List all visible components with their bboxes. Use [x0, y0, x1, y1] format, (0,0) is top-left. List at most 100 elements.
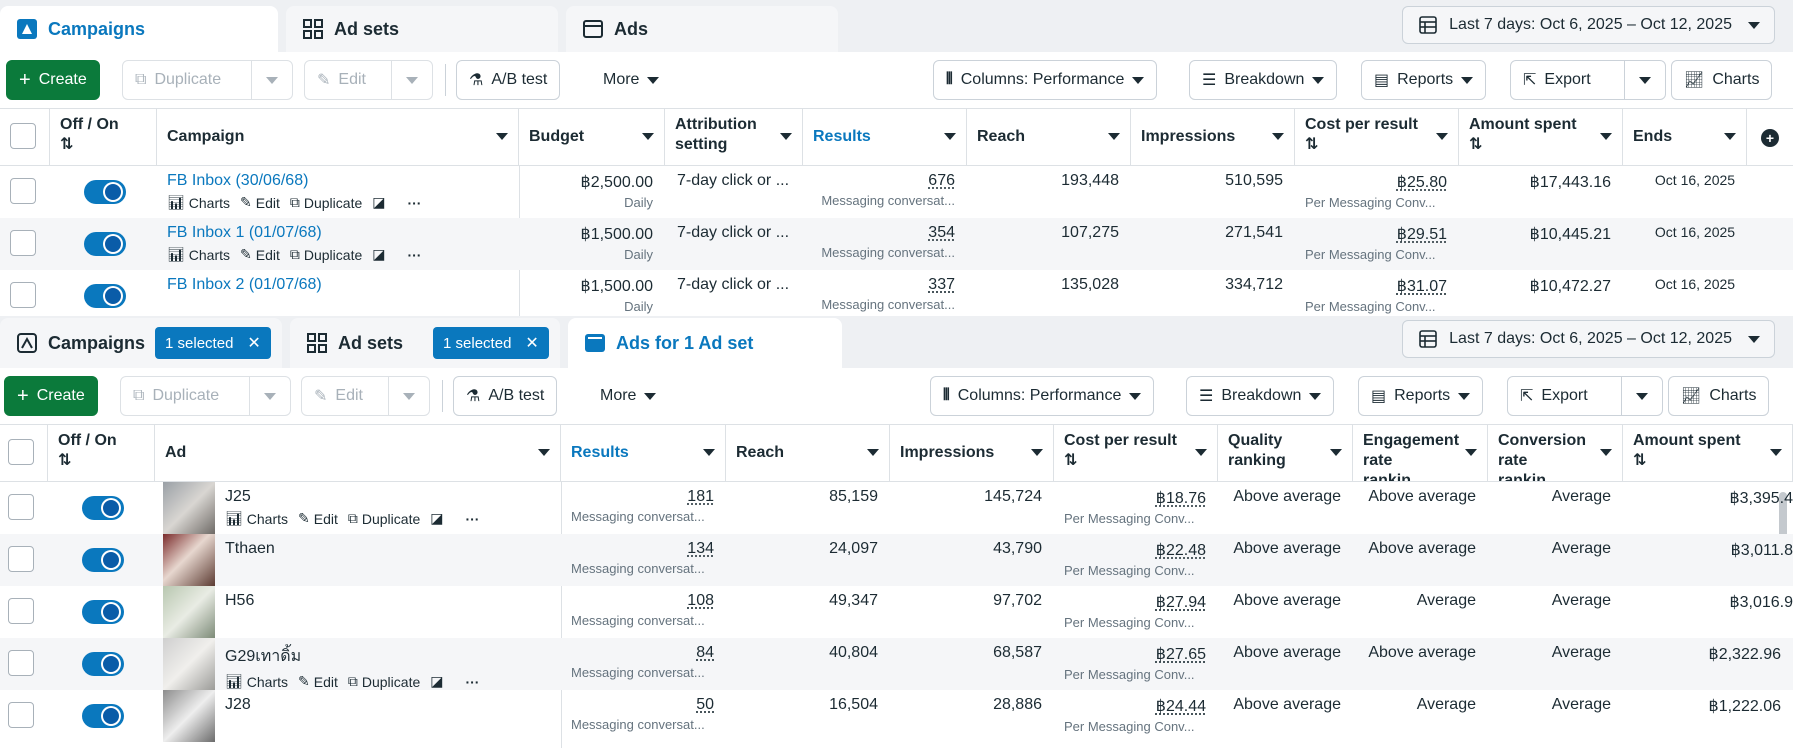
columns-button[interactable]: ⫴ Columns: Performance [933, 60, 1158, 100]
col-quality-ranking[interactable]: Quality ranking [1218, 425, 1353, 481]
row-checkbox[interactable] [8, 494, 34, 520]
chevron-down-icon[interactable] [1465, 449, 1477, 456]
chevron-down-icon[interactable] [867, 449, 879, 456]
row-checkbox[interactable] [8, 546, 34, 572]
export-dropdown[interactable] [1621, 376, 1663, 416]
campaign-name-link[interactable]: FB Inbox 1 (01/07/68) [167, 224, 322, 241]
results-value[interactable]: 50 [696, 696, 714, 713]
on-off-toggle[interactable] [82, 548, 124, 572]
col-amount-spent[interactable]: Amount spent ⇅ [1459, 109, 1623, 165]
duplicate-button[interactable]: ⧉ Duplicate [122, 60, 252, 100]
ad-thumbnail[interactable] [163, 534, 215, 586]
on-off-toggle[interactable] [82, 496, 124, 520]
pin-icon[interactable]: ◪ [430, 510, 444, 526]
chevron-down-icon[interactable] [1031, 449, 1043, 456]
tab-campaigns[interactable]: Campaigns [0, 6, 278, 52]
reports-button[interactable]: ▤ Reports [1358, 376, 1484, 416]
table-row[interactable]: J25 📊︎ Charts ✎ Edit ⧉ Duplicate ◪ ··· 181 M… [0, 482, 1793, 534]
cost-per-result-value[interactable]: ฿27.65 [1155, 646, 1206, 663]
col-budget[interactable]: Budget [519, 109, 665, 165]
ad-name[interactable]: H56 [225, 592, 255, 609]
cost-per-result-value[interactable]: ฿22.48 [1155, 542, 1206, 559]
ad-name[interactable]: J28 [225, 696, 251, 713]
row-edit-link[interactable]: ✎ Edit [240, 246, 280, 263]
edit-button[interactable]: ✎ Edit [304, 60, 392, 100]
tab-adsets[interactable]: Ad sets [286, 6, 558, 52]
row-checkbox[interactable] [10, 282, 36, 308]
edit-button[interactable]: ✎ Edit [301, 376, 389, 416]
ad-thumbnail[interactable] [163, 482, 215, 534]
cost-per-result-value[interactable]: ฿25.80 [1396, 174, 1447, 191]
charts-button[interactable]: 📈︎ Charts [1671, 60, 1773, 100]
col-reach[interactable]: Reach [726, 425, 890, 481]
row-edit-link[interactable]: ✎ Edit [240, 194, 280, 211]
edit-dropdown[interactable] [391, 60, 433, 100]
chevron-down-icon[interactable] [1600, 449, 1612, 456]
export-button[interactable]: ⇱ Export [1510, 60, 1625, 100]
chevron-down-icon[interactable] [1195, 449, 1207, 456]
col-attribution[interactable]: Attribution setting [665, 109, 803, 165]
cost-per-result-value[interactable]: ฿29.51 [1396, 226, 1447, 243]
on-off-toggle[interactable] [82, 704, 124, 728]
campaign-name-link[interactable]: FB Inbox (30/06/68) [167, 172, 309, 189]
create-button[interactable]: + Create [6, 60, 100, 100]
ad-thumbnail[interactable] [163, 638, 215, 690]
row-checkbox[interactable] [8, 598, 34, 624]
chevron-down-icon[interactable] [1108, 133, 1120, 140]
results-value[interactable]: 134 [687, 540, 714, 557]
table-row[interactable]: G29เทาดิ้ม 📊︎ Charts ✎ Edit ⧉ Duplicate ◪ ·… [0, 638, 1793, 690]
more-options-icon[interactable]: ··· [407, 194, 422, 211]
table-row[interactable]: FB Inbox (30/06/68) 📊︎ Charts ✎ Edit ⧉ Dupl… [0, 166, 1793, 218]
chevron-down-icon[interactable] [1436, 133, 1448, 140]
table-row[interactable]: FB Inbox 1 (01/07/68) 📊︎ Charts ✎ Edit ⧉ Du… [0, 218, 1793, 270]
row-checkbox[interactable] [10, 230, 36, 256]
col-results[interactable]: Results [803, 109, 967, 165]
export-button[interactable]: ⇱ Export [1507, 376, 1622, 416]
chevron-down-icon[interactable] [1330, 449, 1342, 456]
pin-icon[interactable]: ◪ [430, 673, 444, 689]
chevron-down-icon[interactable] [496, 133, 508, 140]
col-impressions[interactable]: Impressions [890, 425, 1054, 481]
duplicate-dropdown[interactable] [249, 376, 291, 416]
ab-test-button[interactable]: ⚗ A/B test [456, 60, 561, 100]
more-options-icon[interactable]: ··· [465, 673, 480, 690]
on-off-toggle[interactable] [84, 180, 126, 204]
row-charts-link[interactable]: 📊︎ Charts [225, 673, 288, 690]
row-edit-link[interactable]: ✎ Edit [298, 673, 338, 690]
col-offon[interactable]: Off / On ⇅ [48, 425, 155, 481]
date-range-picker[interactable]: Last 7 days: Oct 6, 2025 – Oct 12, 2025 [1402, 320, 1775, 358]
select-all-checkbox[interactable] [8, 439, 34, 465]
row-duplicate-link[interactable]: ⧉ Duplicate [290, 246, 362, 263]
col-cost-per-result[interactable]: Cost per result ⇅ [1054, 425, 1218, 481]
row-duplicate-link[interactable]: ⧉ Duplicate [290, 194, 362, 211]
col-engagement-ranking[interactable]: Engagement rate rankin... [1353, 425, 1488, 481]
cost-per-result-value[interactable]: ฿18.76 [1155, 490, 1206, 507]
reports-button[interactable]: ▤ Reports [1361, 60, 1487, 100]
export-dropdown[interactable] [1624, 60, 1666, 100]
table-row[interactable]: FB Inbox 2 (01/07/68) ฿1,500.00 Daily 7-d… [0, 270, 1793, 316]
table-row[interactable]: Tthaen 134 Messaging conversat... 24,097 … [0, 534, 1793, 586]
horizontal-scrollbar[interactable] [1779, 492, 1787, 566]
chevron-down-icon[interactable] [1724, 133, 1736, 140]
on-off-toggle[interactable] [82, 600, 124, 624]
col-ad[interactable]: Ad [155, 425, 561, 481]
on-off-toggle[interactable] [84, 284, 126, 308]
row-edit-link[interactable]: ✎ Edit [298, 510, 338, 527]
col-offon[interactable]: Off / On ⇅ [50, 109, 157, 165]
results-value[interactable]: 84 [696, 644, 714, 661]
table-row[interactable]: H56 108 Messaging conversat... 49,347 97,… [0, 586, 1793, 638]
create-button[interactable]: + Create [4, 376, 98, 416]
ad-name[interactable]: J25 [225, 488, 251, 505]
more-options-icon[interactable]: ··· [407, 246, 422, 263]
col-cost-per-result[interactable]: Cost per result ⇅ [1295, 109, 1459, 165]
chevron-down-icon[interactable] [1600, 133, 1612, 140]
pin-icon[interactable]: ◪ [372, 194, 386, 210]
col-impressions[interactable]: Impressions [1131, 109, 1295, 165]
col-campaign[interactable]: Campaign [157, 109, 519, 165]
more-button[interactable]: More [587, 376, 670, 416]
chevron-down-icon[interactable] [642, 133, 654, 140]
on-off-toggle[interactable] [82, 652, 124, 676]
date-range-picker[interactable]: Last 7 days: Oct 6, 2025 – Oct 12, 2025 [1402, 6, 1775, 44]
row-checkbox[interactable] [8, 650, 34, 676]
ad-thumbnail[interactable] [163, 690, 215, 742]
